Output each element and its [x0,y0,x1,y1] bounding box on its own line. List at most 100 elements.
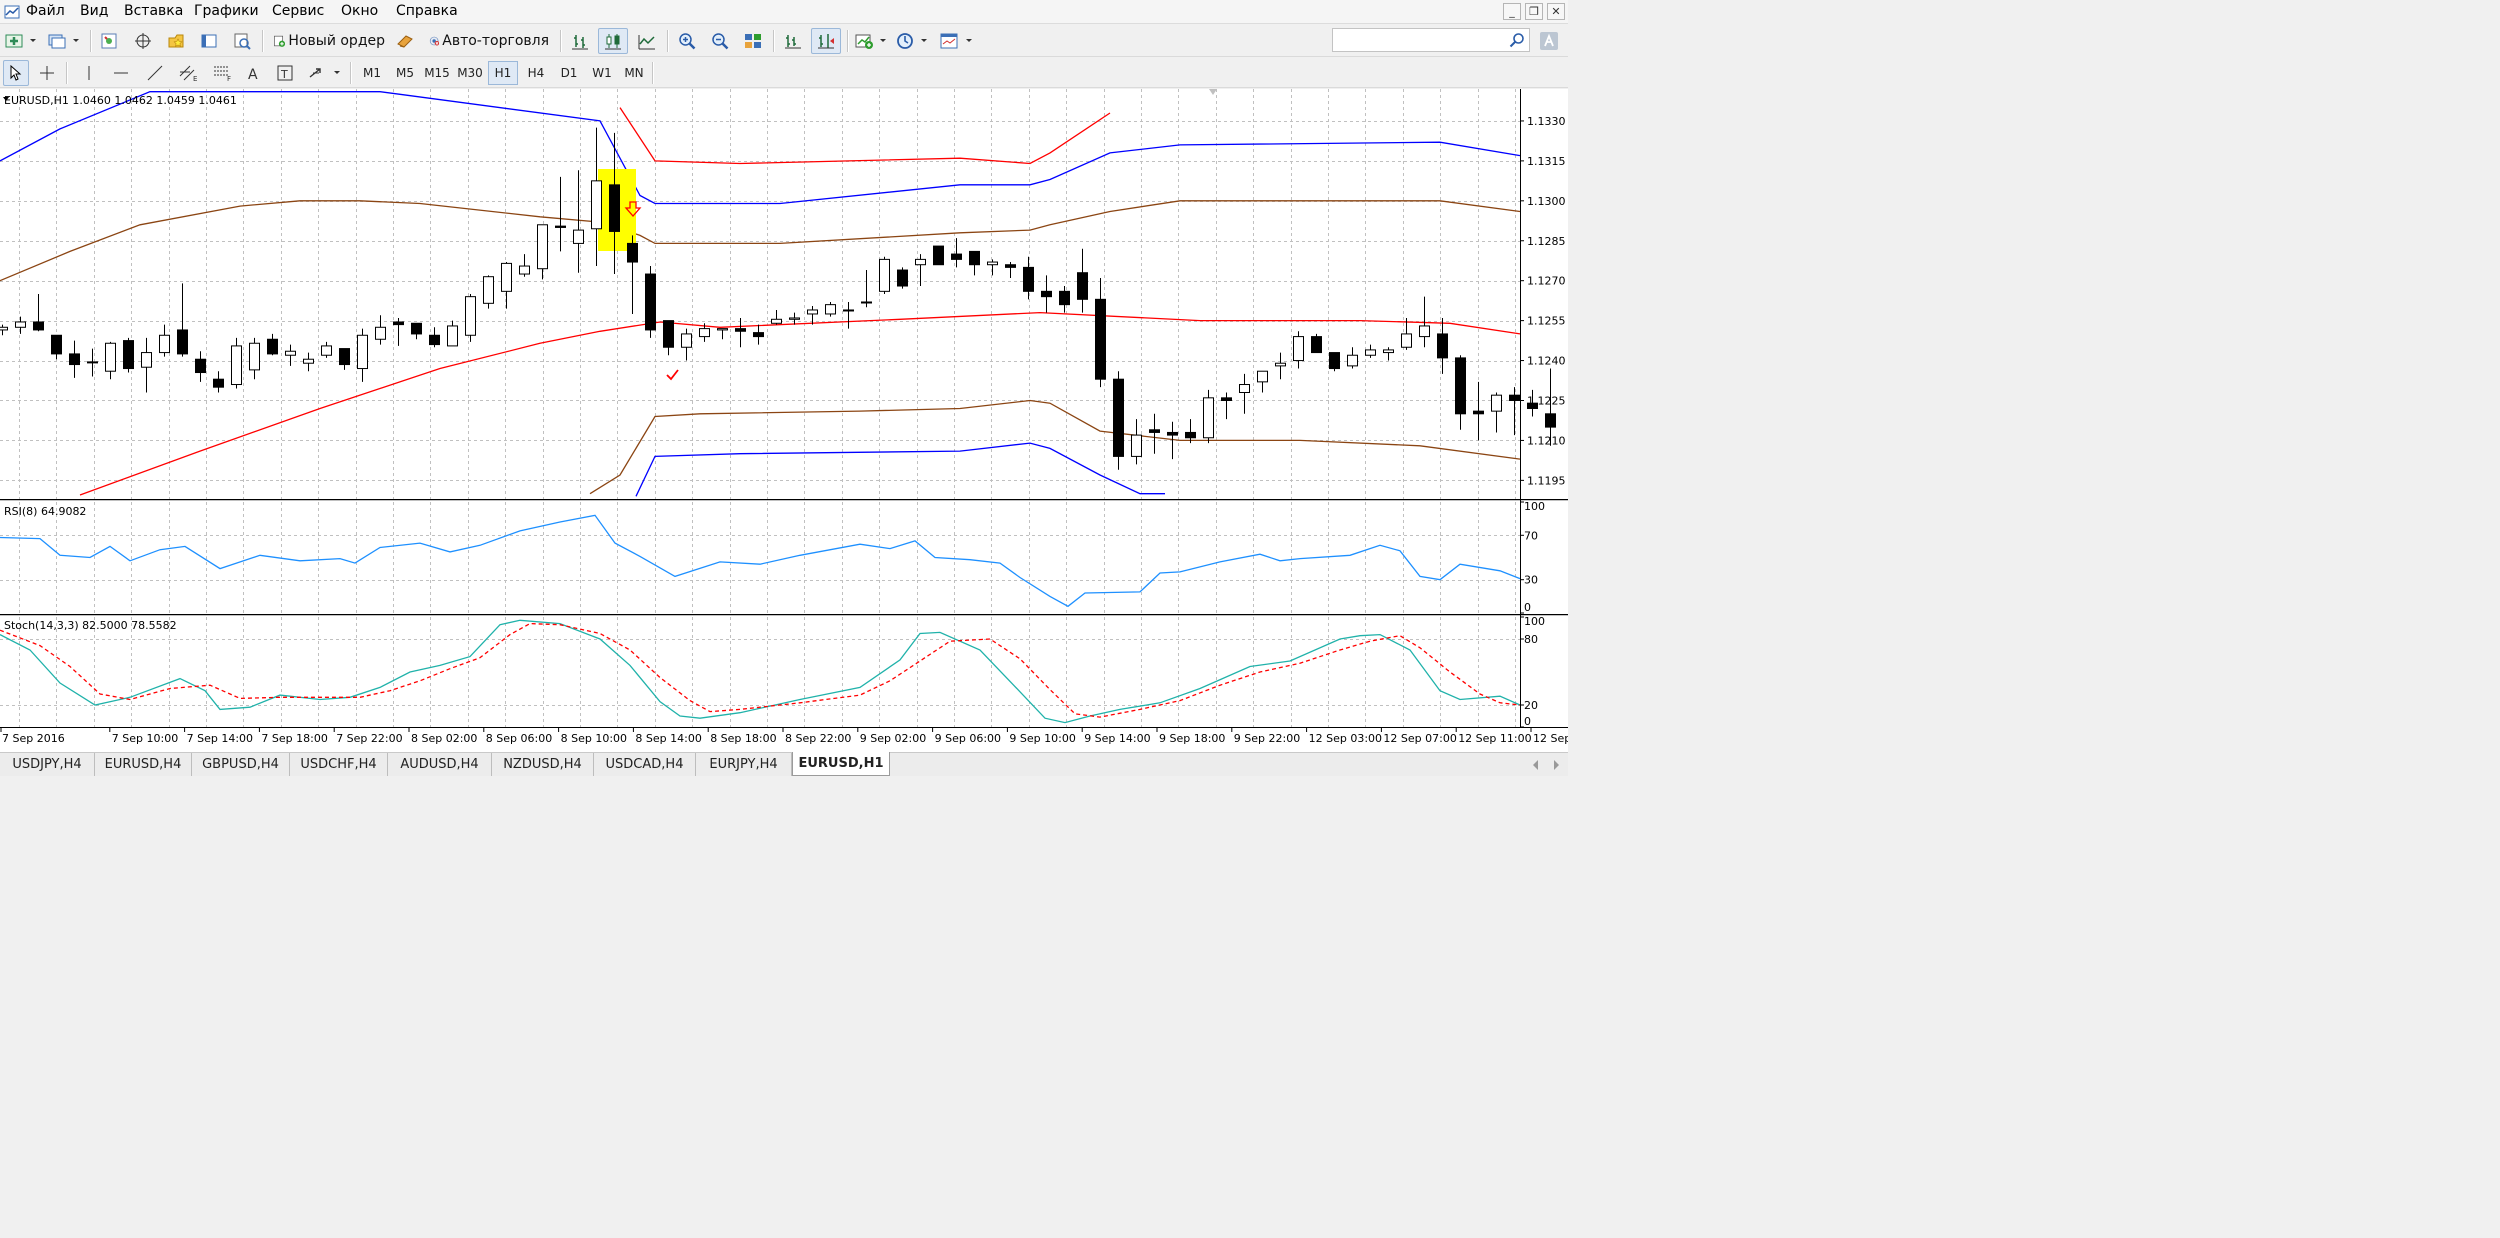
trendline-tool[interactable] [142,60,168,86]
profiles-button[interactable] [44,28,84,54]
zoom-out-button[interactable] [706,28,734,54]
market-watch-icon [101,33,117,49]
zoom-in-button[interactable] [673,28,701,54]
navigator-button[interactable] [163,28,189,54]
horizontal-line-tool[interactable] [108,60,134,86]
menu-bar: Файл Вид Вставка Графики Сервис Окно Спр… [0,0,1568,24]
indicators-icon [855,34,886,49]
candle-body [1059,290,1070,306]
line-chart-button[interactable] [633,28,661,54]
candle-body [321,345,332,356]
indicators-button[interactable] [853,28,891,54]
tf-w1[interactable]: W1 [592,66,612,80]
stoch-label: Stoch(14,3,3) 82.5000 78.5582 [4,619,177,632]
chart-tab[interactable]: AUDUSD,H4 [388,753,492,776]
chart-tab[interactable]: GBPUSD,H4 [192,753,290,776]
candle [465,294,476,342]
auto-scroll-button[interactable] [811,28,841,54]
chart-tab[interactable]: EURUSD,H4 [95,753,192,776]
price-label: 1.1285 [1527,235,1566,248]
metaeditor-button[interactable] [392,28,418,54]
chart-tab[interactable]: EURJPY,H4 [696,753,792,776]
candle [213,371,224,393]
tf-m30[interactable]: M30 [457,66,483,80]
tester-button[interactable] [229,28,255,54]
periods-button[interactable] [894,28,932,54]
tf-mn[interactable]: MN [624,66,644,80]
chart-tab[interactable]: USDCHF,H4 [290,753,388,776]
autotrading-button[interactable]: Авто-торговля [424,28,550,54]
candlestick-chart-button[interactable] [598,28,628,54]
community-button[interactable] [1535,28,1563,54]
restore-button[interactable]: ❐ [1525,3,1543,20]
tab-scroll-left-icon[interactable] [1530,759,1542,771]
vertical-line-tool[interactable] [76,60,102,86]
time-label: 9 Sep 10:00 [1009,732,1075,745]
candle-body [1005,264,1016,268]
zoom-out-icon [712,33,729,50]
candle [1023,256,1034,300]
price-label: 1.1240 [1527,355,1566,368]
tile-windows-button[interactable] [739,28,767,54]
menu-view[interactable]: Вид [80,3,109,19]
menu-insert[interactable]: Вставка [124,3,184,19]
tf-m1[interactable]: M1 [363,66,381,80]
minimize-button[interactable]: _ [1503,3,1521,20]
arrows-tool[interactable] [306,60,344,86]
tf-m15[interactable]: M15 [424,66,450,80]
menu-tools[interactable]: Сервис [272,3,325,19]
new-chart-button[interactable] [3,28,41,54]
stoch-level-label: 80 [1524,633,1538,646]
market-watch-button[interactable] [96,28,122,54]
new-order-label: Новый ордер [288,33,385,49]
text-label-tool[interactable]: T [272,60,298,86]
tab-scroll-right-icon[interactable] [1550,759,1562,771]
candle-body [411,322,422,335]
equidistant-channel-tool[interactable]: E [174,60,204,86]
search-icon[interactable] [1509,32,1525,48]
app-icon [4,5,20,19]
chart-window[interactable]: 1.1330 1.1315 1.1300 1.1285 1.1270 1.1255 1.12… [0,89,1606,752]
chart-tab[interactable]: USDJPY,H4 [0,753,95,776]
candle [1185,419,1196,444]
candle-body [843,309,854,312]
crosshair-tool[interactable] [34,60,60,86]
chart-tab[interactable]: NZDUSD,H4 [492,753,594,776]
new-chart-icon [5,34,36,48]
fibonacci-icon: F [214,66,231,82]
menu-window[interactable]: Окно [341,3,379,19]
text-tool[interactable]: A [242,60,266,86]
tf-d1[interactable]: D1 [560,66,578,80]
candle [933,245,944,266]
candle [0,324,8,336]
tf-h1[interactable]: H1 [488,61,518,85]
cursor-tool[interactable] [3,60,29,86]
tf-h4[interactable]: H4 [527,66,545,80]
menu-file[interactable]: Файл [26,3,65,19]
candle-body [771,318,782,324]
candle [231,337,242,389]
tf-m5[interactable]: M5 [396,66,414,80]
text-a-icon: A [248,67,258,81]
templates-button[interactable] [937,28,977,54]
price-label: 1.1195 [1527,474,1566,487]
chart-header-triangle-icon [3,97,9,101]
menu-help[interactable]: Справка [396,3,458,19]
candle-body [519,265,530,275]
chart-canvas[interactable]: 1.1330 1.1315 1.1300 1.1285 1.1270 1.1255 1.12… [0,89,1606,752]
candle-body [393,321,404,326]
chart-tab[interactable]: USDCAD,H4 [594,753,696,776]
price-label: 1.1270 [1527,275,1566,288]
chart-shift-button[interactable] [779,28,807,54]
close-window-button[interactable]: ✕ [1547,3,1565,20]
fibonacci-tool[interactable]: F [208,60,238,86]
bar-chart-button[interactable] [566,28,594,54]
terminal-button[interactable] [196,28,222,54]
new-order-button[interactable]: Новый ордер [268,28,386,54]
data-window-button[interactable] [130,28,156,54]
menu-charts[interactable]: Графики [194,3,259,19]
candle-body [1329,352,1340,370]
chart-tab-active[interactable]: EURUSD,H1 [792,752,890,776]
search-input[interactable] [1332,28,1530,52]
candle-body [51,334,62,355]
